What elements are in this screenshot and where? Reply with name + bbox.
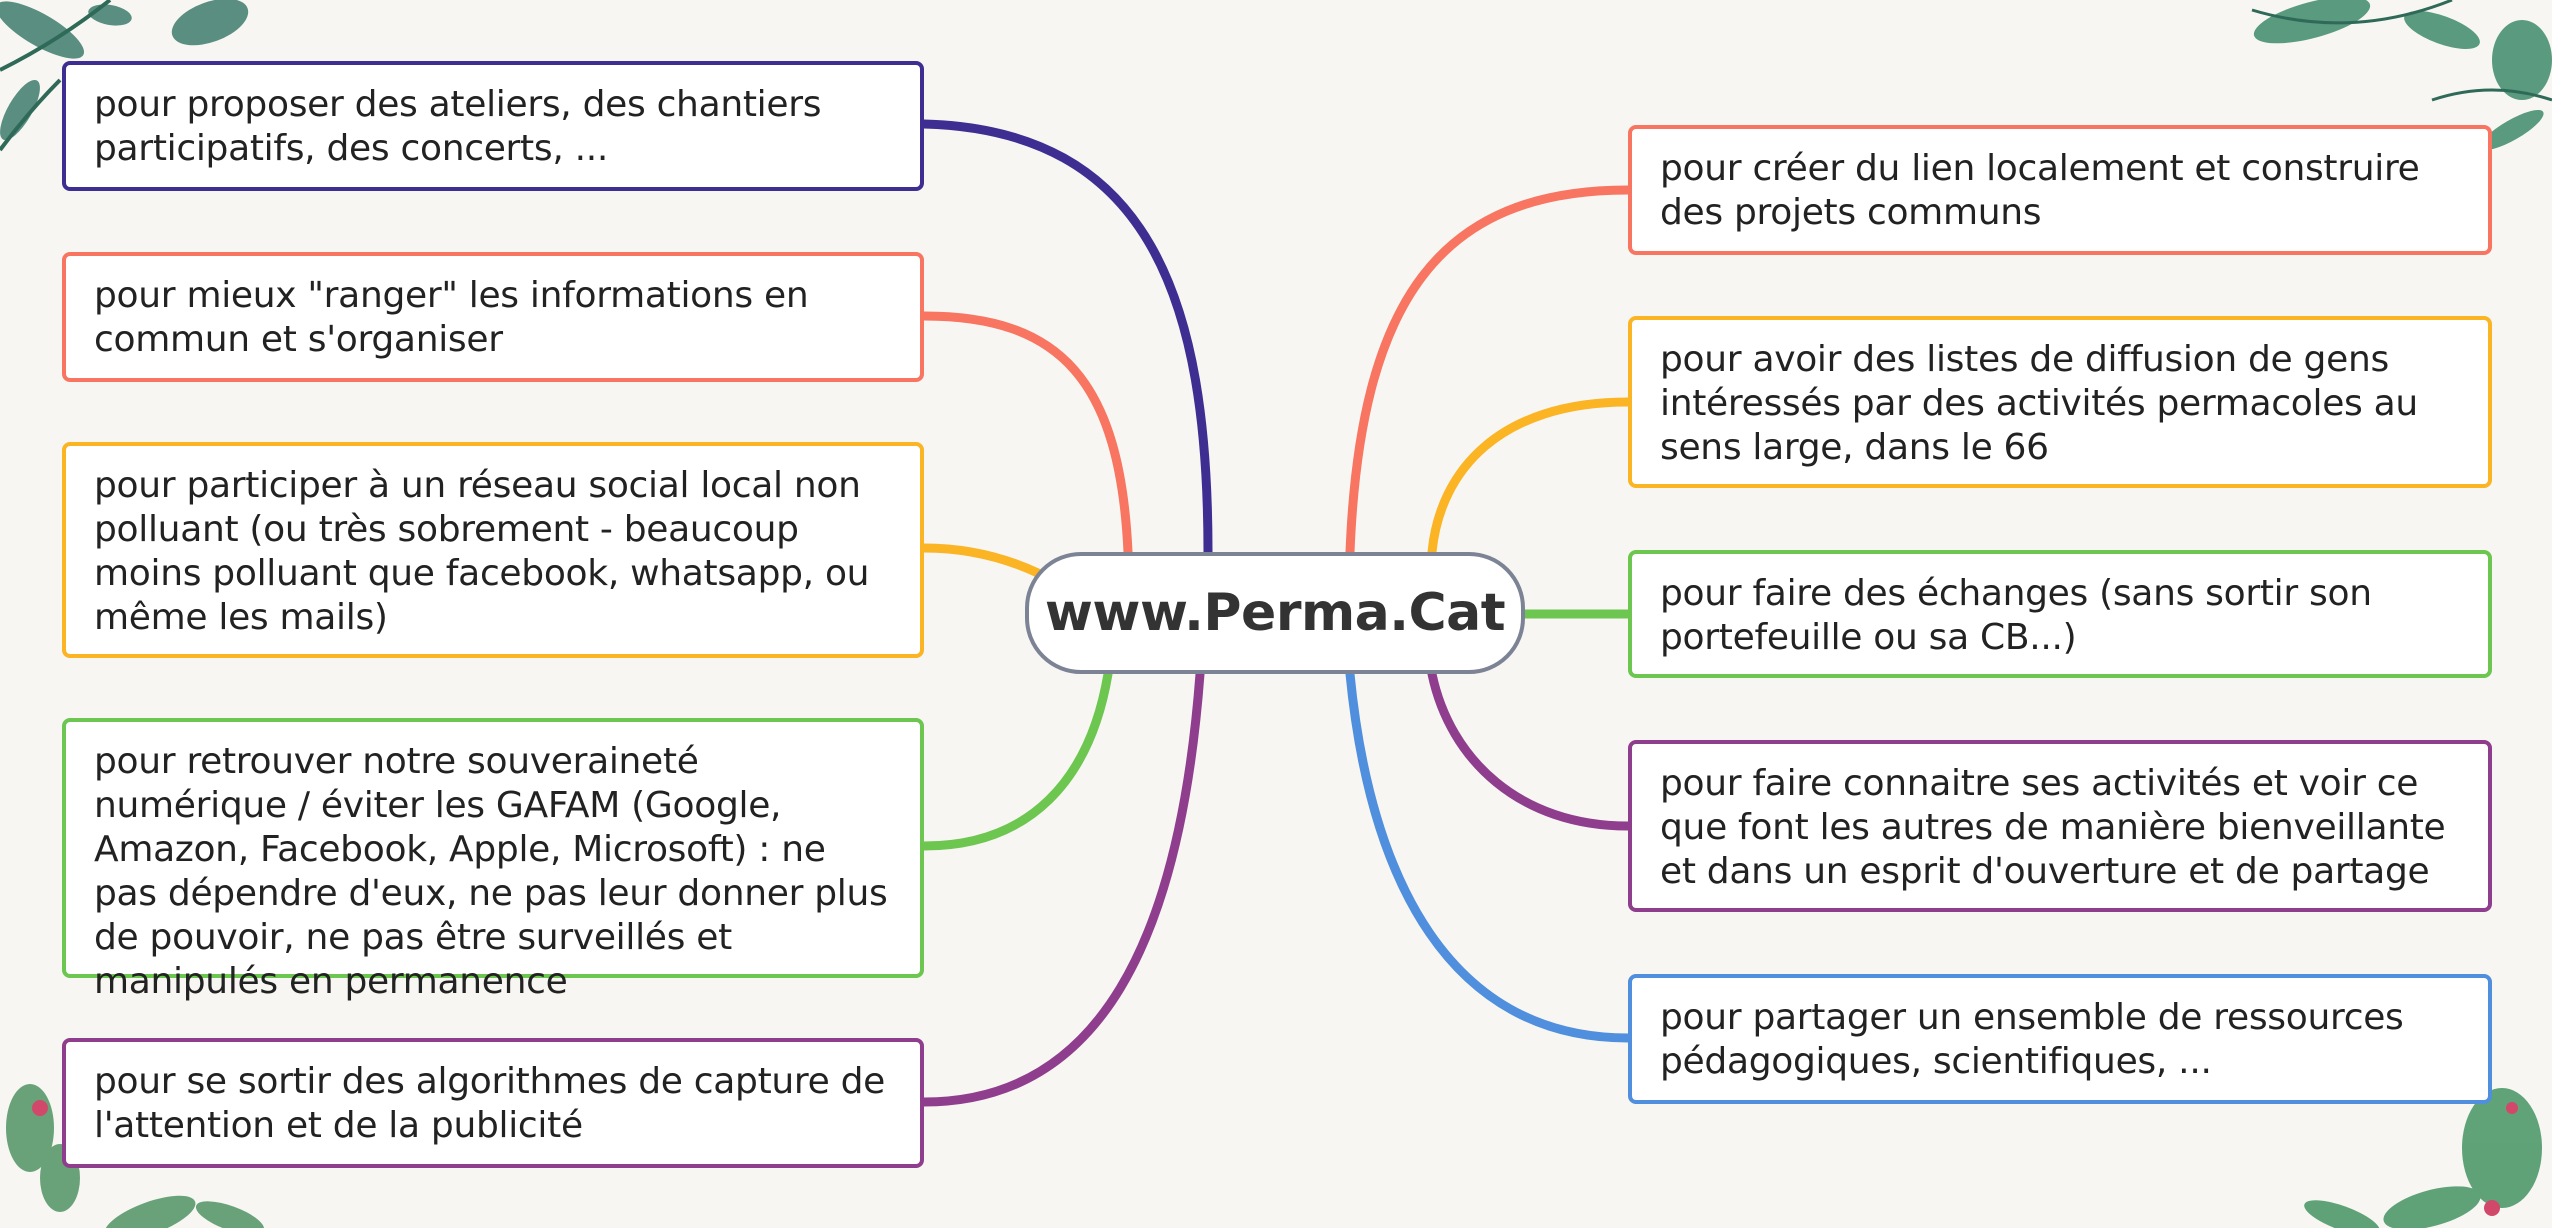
branch-node-algorithmes[interactable]: pour se sortir des algorithmes de captur… bbox=[62, 1038, 924, 1168]
branch-link-b3 bbox=[919, 543, 1045, 579]
branch-link-b7 bbox=[1427, 397, 1633, 557]
branch-node-ateliers[interactable]: pour proposer des ateliers, des chantier… bbox=[62, 61, 924, 191]
branch-node-reseau-social[interactable]: pour participer à un réseau social local… bbox=[62, 442, 924, 658]
branch-link-b10 bbox=[1345, 669, 1633, 1043]
branch-link-b2 bbox=[919, 311, 1133, 557]
branch-node-ressources[interactable]: pour partager un ensemble de ressources … bbox=[1628, 974, 2492, 1104]
branch-link-b5 bbox=[919, 669, 1205, 1107]
branch-link-b9 bbox=[1427, 669, 1633, 831]
branch-node-listes-diffusion[interactable]: pour avoir des listes de diffusion de ge… bbox=[1628, 316, 2492, 488]
branch-link-b1 bbox=[919, 119, 1213, 557]
branch-link-b4 bbox=[919, 669, 1113, 851]
central-topic[interactable]: www.Perma.Cat bbox=[1025, 552, 1525, 674]
foliage-top-right-decoration bbox=[2251, 0, 2552, 150]
branch-node-lien-local[interactable]: pour créer du lien localement et constru… bbox=[1628, 125, 2492, 255]
branch-node-echanges[interactable]: pour faire des échanges (sans sortir son… bbox=[1628, 550, 2492, 678]
branch-link-b6 bbox=[1345, 185, 1633, 557]
branch-node-souverainete[interactable]: pour retrouver notre souveraineté numéri… bbox=[62, 718, 924, 1002]
branch-node-activites[interactable]: pour faire connaitre ses activités et vo… bbox=[1628, 740, 2492, 912]
foliage-bottom-right-decoration bbox=[2304, 1088, 2542, 1228]
foliage-top-left-decoration bbox=[0, 0, 249, 152]
branch-node-ranger[interactable]: pour mieux "ranger" les informations en … bbox=[62, 252, 924, 382]
